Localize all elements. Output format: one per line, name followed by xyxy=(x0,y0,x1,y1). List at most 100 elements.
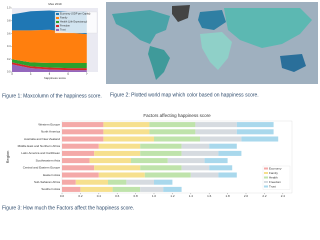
legend-swatch xyxy=(264,181,268,183)
bar-segment xyxy=(209,165,233,171)
bar-segment xyxy=(103,129,150,135)
y-tick-label: 0.6 xyxy=(7,32,11,35)
bar-segment xyxy=(204,158,228,164)
x-tick-label: 5 xyxy=(49,73,51,76)
y-tick-label: Latin America and Caribbean xyxy=(21,151,60,155)
bar-segment xyxy=(181,165,210,171)
bar-segment xyxy=(94,150,141,156)
y-tick-label: Sub-Saharan Africa xyxy=(34,180,60,184)
x-tick-label: 7 xyxy=(86,73,88,76)
bar-segment xyxy=(62,122,104,128)
legend-label: Economy (GDP per Capita) xyxy=(60,13,91,16)
x-tick-label: 1.6 xyxy=(207,194,212,198)
x-tick-label: 0.2 xyxy=(78,194,83,198)
legend-label: Family xyxy=(60,17,68,20)
legend-swatch xyxy=(264,172,268,174)
legend-swatch xyxy=(56,25,59,27)
x-tick-label: 1.0 xyxy=(152,194,157,198)
bar-segment xyxy=(149,122,196,128)
bar-segment xyxy=(149,129,196,135)
chart-title: Factors affecting happiness score xyxy=(143,113,211,118)
chart-title: Max 2019 xyxy=(48,2,62,6)
bar-segment xyxy=(62,172,99,178)
bar-segment xyxy=(144,172,191,178)
bar-segment xyxy=(236,129,274,135)
caption: Figure 1: Maxcolumn of the happiness sco… xyxy=(2,93,102,99)
bar-segment xyxy=(131,158,168,164)
bar-segment xyxy=(140,143,182,149)
bar-segment xyxy=(181,143,210,149)
legend-box xyxy=(54,11,98,34)
bar-segment xyxy=(62,158,90,164)
x-tick-label: 2.0 xyxy=(244,194,249,198)
bar-segment xyxy=(195,129,237,135)
x-tick-label: 1.4 xyxy=(189,194,194,198)
legend-label: Trust xyxy=(269,184,276,188)
y-axis-label: Region xyxy=(5,151,10,164)
bar-segment xyxy=(190,172,219,178)
y-tick-label: Eastern Asia xyxy=(43,173,60,177)
bar-segment xyxy=(140,150,182,156)
bar-segment xyxy=(75,179,108,185)
legend-swatch xyxy=(56,17,59,19)
bar-segment xyxy=(62,186,81,192)
bar-segment xyxy=(62,129,104,135)
y-tick-label: Southeastern Asia xyxy=(36,158,61,162)
bar-segment xyxy=(163,186,182,192)
legend-label: Health (Life Expectancy) xyxy=(60,21,87,24)
bar-segment xyxy=(98,172,145,178)
bar-segment xyxy=(80,186,113,192)
x-tick-label: 2.2 xyxy=(262,194,267,198)
legend-label: Trust xyxy=(60,29,66,32)
page: Figure 1: Maxcolumn of the happiness sco… xyxy=(2,1,318,212)
europe xyxy=(198,10,226,30)
x-tick-label: 3 xyxy=(11,73,13,76)
x-tick-label: 6 xyxy=(67,73,69,76)
x-tick-label: 0.8 xyxy=(134,194,139,198)
world-map xyxy=(106,2,318,84)
bar-segment xyxy=(98,143,141,149)
x-tick-label: 0.6 xyxy=(115,194,120,198)
bar-segment xyxy=(140,165,182,171)
bar-segment xyxy=(195,122,237,128)
legend-swatch xyxy=(264,185,268,188)
bar-segment xyxy=(209,143,237,149)
africa xyxy=(200,32,232,70)
x-tick-label: 2.4 xyxy=(281,194,286,198)
legend-label: Economy xyxy=(269,166,282,170)
x-tick-label: 0.0 xyxy=(60,194,65,198)
bar-segment xyxy=(241,136,279,142)
legend-label: Family xyxy=(269,171,278,175)
legend-label: Freedom xyxy=(60,25,70,28)
y-tick-label: 1.0 xyxy=(7,7,11,10)
bar-segment xyxy=(62,179,76,185)
bar-segment xyxy=(236,122,274,128)
bar-segment xyxy=(103,136,154,142)
bar-segment xyxy=(154,179,173,185)
x-axis-label: happiness score xyxy=(44,76,66,80)
y-tick-label: Central and Eastern Europe xyxy=(23,166,61,170)
bar-segment xyxy=(103,122,150,128)
legend-box xyxy=(262,165,291,190)
y-tick-label: Western Europe xyxy=(38,122,60,126)
y-tick-label: 0.8 xyxy=(7,19,11,22)
x-tick-label: 0.4 xyxy=(97,194,102,198)
x-tick-label: 1.2 xyxy=(170,194,175,198)
y-tick-label: Middle East and Northern Africa xyxy=(18,144,61,148)
north-america xyxy=(112,10,170,44)
x-tick-label: 4 xyxy=(30,73,32,76)
y-tick-label: 0.4 xyxy=(7,45,11,48)
caption: Figure 2: Plotted world map which color … xyxy=(110,92,259,98)
bar-segment xyxy=(181,150,219,156)
y-tick-label: North America xyxy=(41,130,60,134)
bar-segment xyxy=(167,158,205,164)
australia xyxy=(280,54,306,72)
legend-swatch xyxy=(264,167,268,170)
bar-segment xyxy=(62,165,95,171)
legend-swatch xyxy=(56,13,59,15)
y-tick-label: Australia and New Zealand xyxy=(24,137,60,141)
legend-swatch xyxy=(56,21,59,23)
asia xyxy=(224,8,312,48)
area xyxy=(12,59,87,69)
bar-segment xyxy=(62,150,95,156)
